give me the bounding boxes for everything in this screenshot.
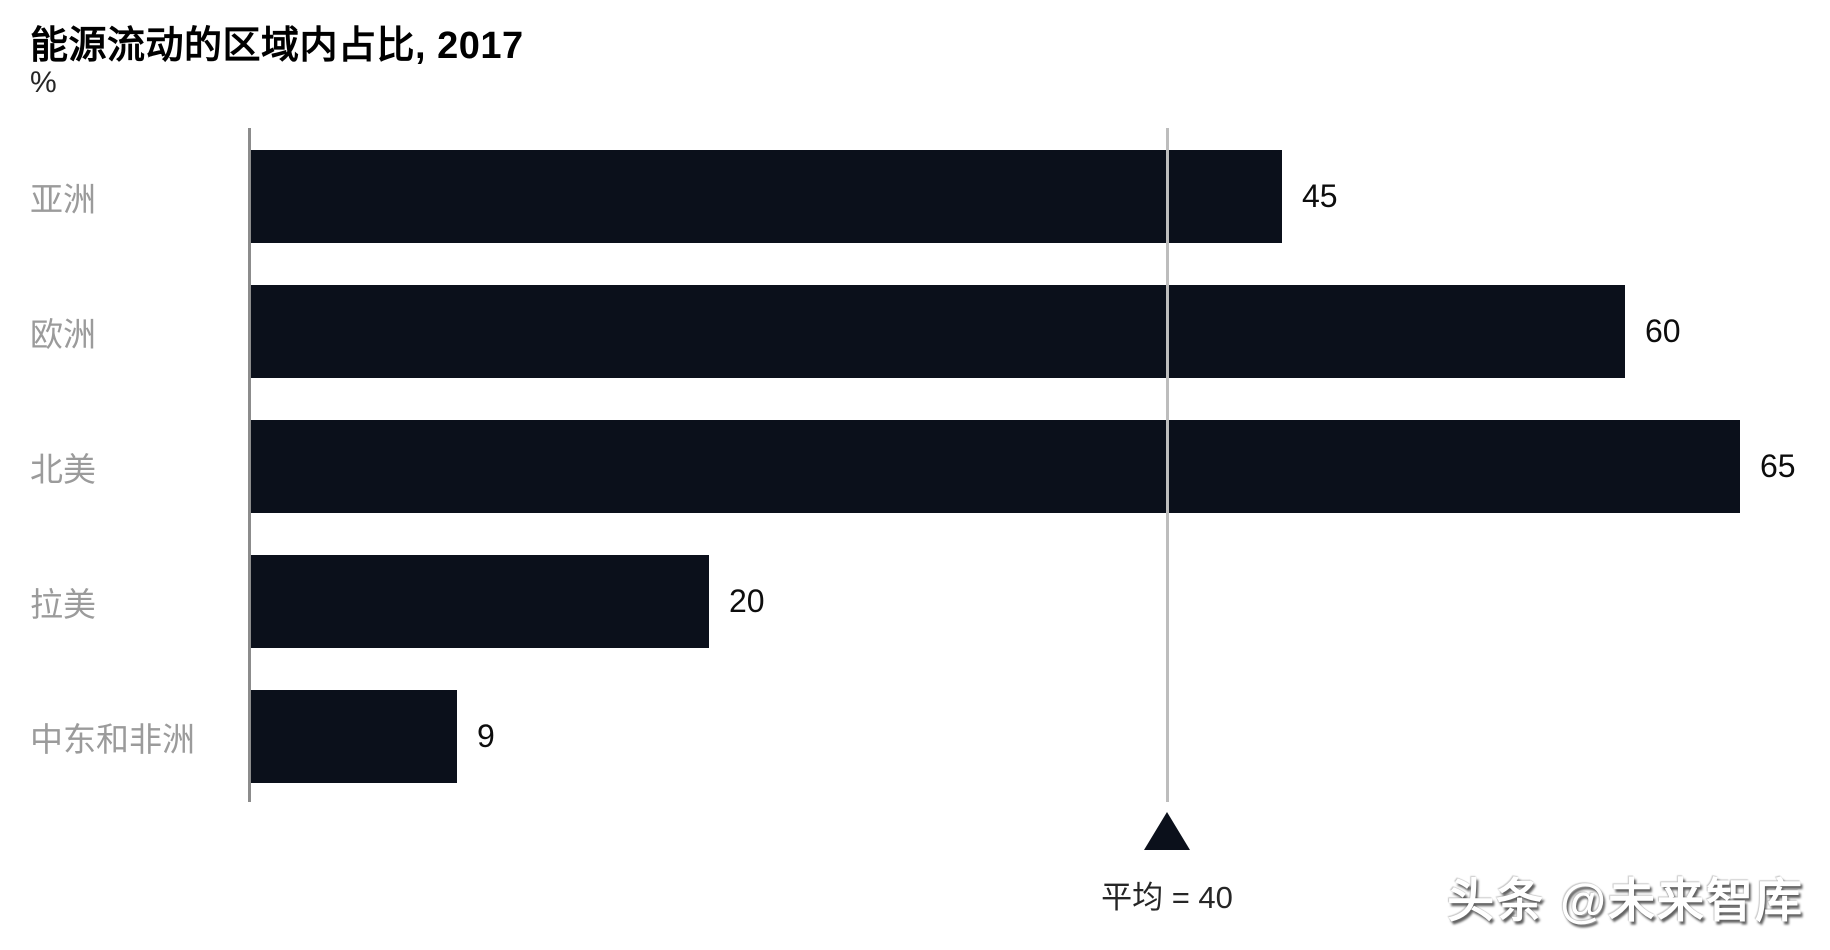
bar: [251, 150, 1282, 243]
value-label: 60: [1645, 313, 1681, 349]
value-label: 20: [729, 583, 765, 619]
chart-title: 能源流动的区域内占比, 2017: [30, 25, 524, 67]
average-marker-triangle-icon: [1144, 812, 1190, 850]
average-reference-line: [1166, 128, 1169, 802]
bar: [251, 690, 457, 783]
chart-unit-label: %: [30, 66, 57, 99]
bar: [251, 555, 709, 648]
value-label: 45: [1302, 178, 1338, 214]
bar: [251, 285, 1625, 378]
watermark: 头条 @未来智库: [1447, 874, 1804, 927]
category-label: 北美: [30, 450, 96, 488]
bar: [251, 420, 1740, 513]
category-label: 亚洲: [30, 180, 96, 218]
average-reference-label: 平均 = 40: [1101, 880, 1233, 915]
value-label: 9: [477, 718, 495, 754]
category-label: 中东和非洲: [30, 720, 195, 758]
category-label: 欧洲: [30, 315, 96, 353]
category-label: 拉美: [30, 585, 96, 623]
y-axis-line: [248, 128, 251, 802]
value-label: 65: [1760, 448, 1796, 484]
